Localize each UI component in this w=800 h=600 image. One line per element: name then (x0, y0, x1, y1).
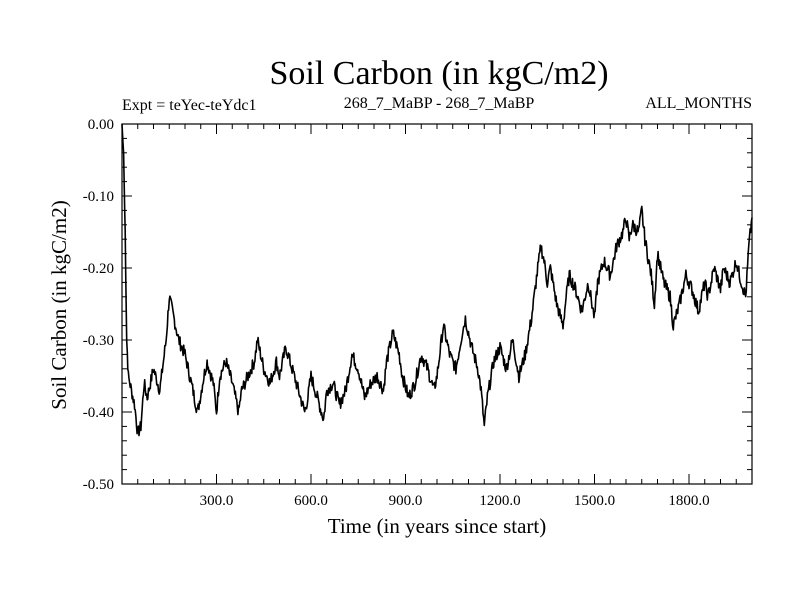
x-tick-label: 1800.0 (668, 493, 709, 509)
plot-frame (121, 123, 753, 485)
y-axis-label: Soil Carbon (in kgC/m2) (47, 200, 71, 409)
x-axis-label: Time (in years since start) (328, 514, 547, 538)
y-tick-label: -0.30 (83, 333, 114, 349)
y-tick-label: 0.00 (88, 117, 114, 133)
plot-area: 300.0 600.0 900.0 1200.0 1500.0 1800.0 0.00 -0.… (83, 117, 753, 509)
y-tick-label: -0.50 (83, 477, 114, 493)
x-tick-label: 900.0 (389, 493, 423, 509)
y-tick-label: -0.20 (83, 261, 114, 277)
period-label: 268_7_MaBP - 268_7_MaBP (344, 95, 535, 112)
x-tick-label: 300.0 (200, 493, 234, 509)
months-label: ALL_MONTHS (645, 95, 752, 112)
x-tick-label: 1200.0 (479, 493, 520, 509)
y-tick-label: -0.40 (83, 405, 114, 421)
experiment-label: Expt = teYec-teYdc1 (122, 97, 256, 114)
x-tick-label: 600.0 (294, 493, 328, 509)
y-tick-label: -0.10 (83, 189, 114, 205)
chart-title: Soil Carbon (in kgC/m2) (269, 55, 608, 92)
soil-carbon-series-line (121, 123, 753, 437)
x-tick-label: 1500.0 (574, 493, 615, 509)
